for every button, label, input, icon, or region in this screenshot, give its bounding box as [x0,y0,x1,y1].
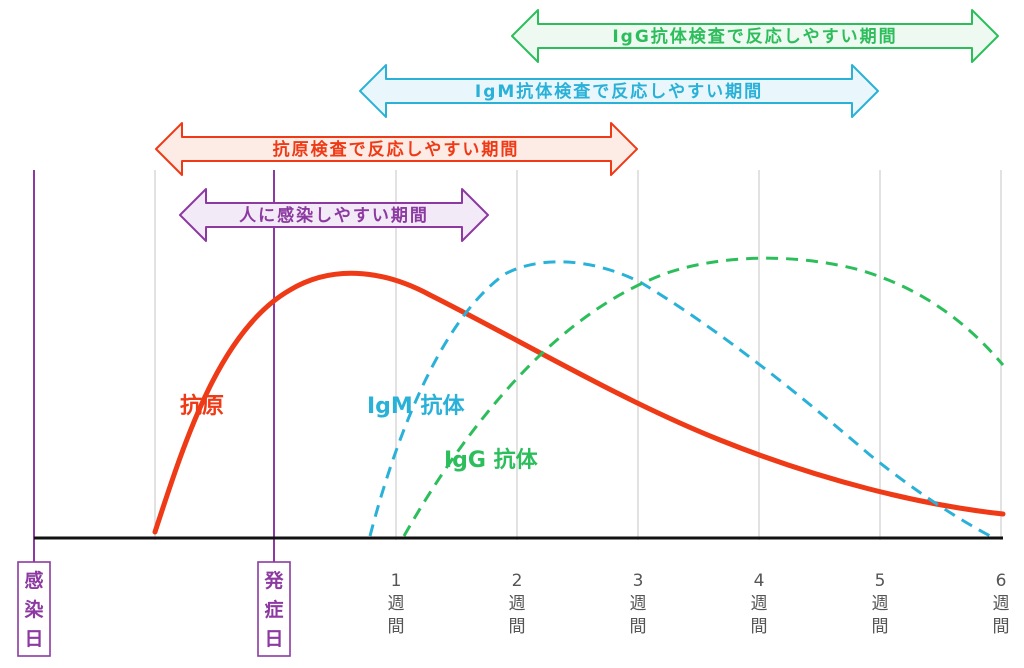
period-arrow-antigen-shape [155,122,638,176]
infection-day-label-box [17,561,51,657]
week-tick-4: 4 週 間 [751,571,768,637]
week-tick-3-number: 3 [633,571,644,591]
infection-day-label: 感 染 日 [17,561,51,657]
week-tick-3-unit-2: 間 [630,617,647,637]
antigen-curve-label: 抗原 [180,393,224,419]
week-tick-4-unit-2: 間 [751,617,768,637]
igm-curve-label: IgM 抗体 [367,393,465,419]
week-tick-2-number: 2 [512,571,523,591]
period-arrow-igm-label: IgM抗体検査で反応しやすい期間 [475,81,763,102]
infection-day-label-char-1: 感 [24,569,43,592]
week-tick-6-number: 6 [996,571,1007,591]
period-arrow-infectious: 人に感染しやすい期間 [179,188,489,242]
grid [154,170,1002,540]
igg-curve [402,256,1005,537]
infection-day-label-char-2: 染 [24,598,43,621]
onset-day-label-char-2: 症 [264,598,283,621]
week-tick-3: 3 週 間 [630,571,647,637]
week-tick-1-number: 1 [391,571,402,591]
week-tick-2: 2 週 間 [509,571,526,637]
period-arrow-igm-shape [359,64,879,118]
week-tick-6-unit-2: 間 [993,617,1010,637]
week-tick-5-number: 5 [875,571,886,591]
period-arrow-antigen-label: 抗原検査で反応しやすい期間 [273,139,520,160]
period-arrow-antigen: 抗原検査で反応しやすい期間 [155,122,638,176]
igm-curve [368,260,993,539]
onset-day-label-box [257,561,291,657]
onset-day-label: 発 症 日 [257,561,291,657]
week-tick-6-unit-1: 週 [993,594,1010,614]
week-tick-5-unit-2: 間 [872,617,889,637]
week-tick-4-number: 4 [754,571,765,591]
onset-day-label-char-1: 発 [263,569,284,592]
week-tick-2-unit-1: 週 [509,594,526,614]
period-arrow-infectious-label: 人に感染しやすい期間 [239,205,429,226]
week-tick-5: 5 週 間 [872,571,889,637]
week-tick-1-unit-2: 間 [388,617,405,637]
infection-day-label-char-3: 日 [24,628,43,650]
period-arrow-igg: IgG抗体検査で反応しやすい期間 [511,9,999,63]
onset-day-label-char-3: 日 [264,628,283,650]
igg-curve-label: IgG 抗体 [444,447,539,473]
week-tick-4-unit-1: 週 [751,594,768,614]
antigen-curve [152,270,1006,535]
period-arrow-infectious-shape [179,188,489,242]
week-tick-1: 1 週 間 [388,571,405,637]
period-arrow-igm: IgM抗体検査で反応しやすい期間 [359,64,879,118]
week-tick-5-unit-1: 週 [872,594,889,614]
week-tick-6: 6 週 間 [993,571,1010,637]
week-tick-3-unit-1: 週 [630,594,647,614]
period-arrow-igg-label: IgG抗体検査で反応しやすい期間 [612,26,897,47]
period-arrow-igg-shape [511,9,999,63]
week-tick-1-unit-1: 週 [388,594,405,614]
week-tick-2-unit-2: 間 [509,617,526,637]
